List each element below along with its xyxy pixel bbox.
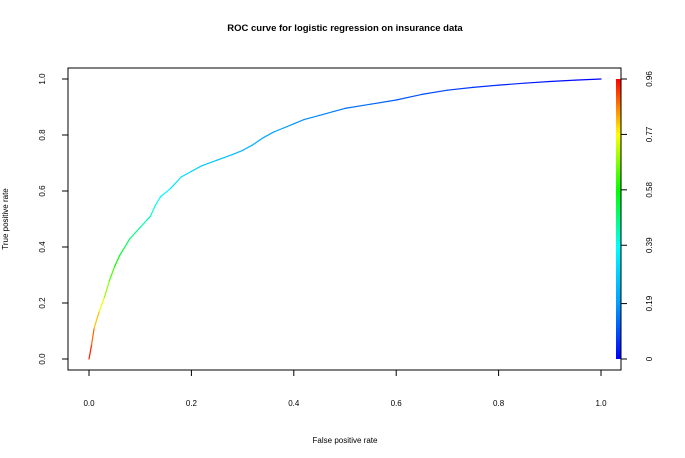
roc-segment (303, 114, 320, 121)
colorbar-tick-label: 0.96 (645, 71, 654, 87)
roc-segment (170, 176, 182, 189)
roc-segment (344, 103, 372, 110)
x-axis: 0.0 0.2 0.4 0.6 0.8 1.0 (83, 369, 607, 408)
roc-segment (98, 296, 105, 312)
roc-curve (88, 78, 602, 360)
x-axis-label: False positive rate (313, 436, 378, 445)
colorbar-axis: 0 0.19 0.39 0.58 0.77 0.96 (620, 71, 654, 361)
roc-segment (93, 310, 100, 329)
roc-segment (523, 80, 551, 84)
roc-segment (129, 226, 141, 240)
colorbar-tick-label: 0 (645, 356, 654, 361)
y-tick-label: 0.8 (38, 129, 47, 141)
roc-segment (370, 99, 397, 105)
roc-segment (574, 78, 602, 81)
x-tick-label: 0.4 (288, 399, 300, 408)
roc-segment (160, 187, 172, 198)
chart-title: ROC curve for logistic regression on ins… (227, 23, 463, 34)
y-tick-label: 0.4 (38, 241, 47, 253)
roc-segment (216, 154, 233, 161)
roc-segment (108, 266, 116, 282)
roc-segment (446, 86, 474, 91)
roc-segment (139, 215, 152, 228)
roc-segment (395, 93, 423, 101)
roc-segment (103, 280, 111, 298)
colorbar (616, 79, 621, 359)
roc-segment (472, 84, 500, 89)
y-axis: 0.0 0.2 0.4 0.6 0.8 1.0 (38, 73, 69, 365)
roc-segment (149, 204, 157, 217)
colorbar-tick-label: 0.58 (645, 182, 654, 198)
colorbar-tick-label: 0.19 (645, 295, 654, 311)
roc-segment (90, 327, 95, 346)
roc-segment (124, 238, 131, 248)
roc-segment (272, 127, 285, 133)
roc-segment (549, 79, 577, 83)
roc-segment (242, 144, 254, 151)
roc-segment (293, 118, 305, 125)
colorbar-tick-label: 0.39 (645, 237, 654, 253)
roc-segment (154, 196, 162, 206)
roc-segment (498, 82, 525, 86)
y-axis-label: True positive rate (1, 188, 10, 250)
roc-segment (231, 149, 244, 156)
roc-segment (119, 246, 126, 256)
colorbar-tick-label: 0.77 (645, 126, 654, 142)
x-tick-label: 0.8 (493, 399, 505, 408)
x-tick-label: 0.0 (83, 399, 95, 408)
roc-segment (201, 159, 218, 167)
roc-segment (252, 137, 264, 146)
roc-segment (180, 170, 192, 178)
roc-segment (262, 131, 274, 139)
y-tick-label: 0.2 (38, 297, 47, 309)
x-tick-label: 0.2 (186, 399, 198, 408)
y-tick-label: 0.0 (38, 353, 47, 365)
roc-segment (334, 107, 346, 112)
roc-segment (421, 89, 448, 96)
y-tick-label: 1.0 (38, 73, 47, 85)
roc-segment (88, 344, 93, 360)
x-tick-label: 1.0 (595, 399, 607, 408)
y-tick-label: 0.6 (38, 185, 47, 197)
roc-segment (282, 123, 295, 129)
roc-segment (113, 254, 121, 268)
roc-segment (190, 165, 203, 172)
x-tick-label: 0.6 (391, 399, 403, 408)
plot-frame (67, 67, 622, 371)
roc-segment (318, 110, 336, 117)
